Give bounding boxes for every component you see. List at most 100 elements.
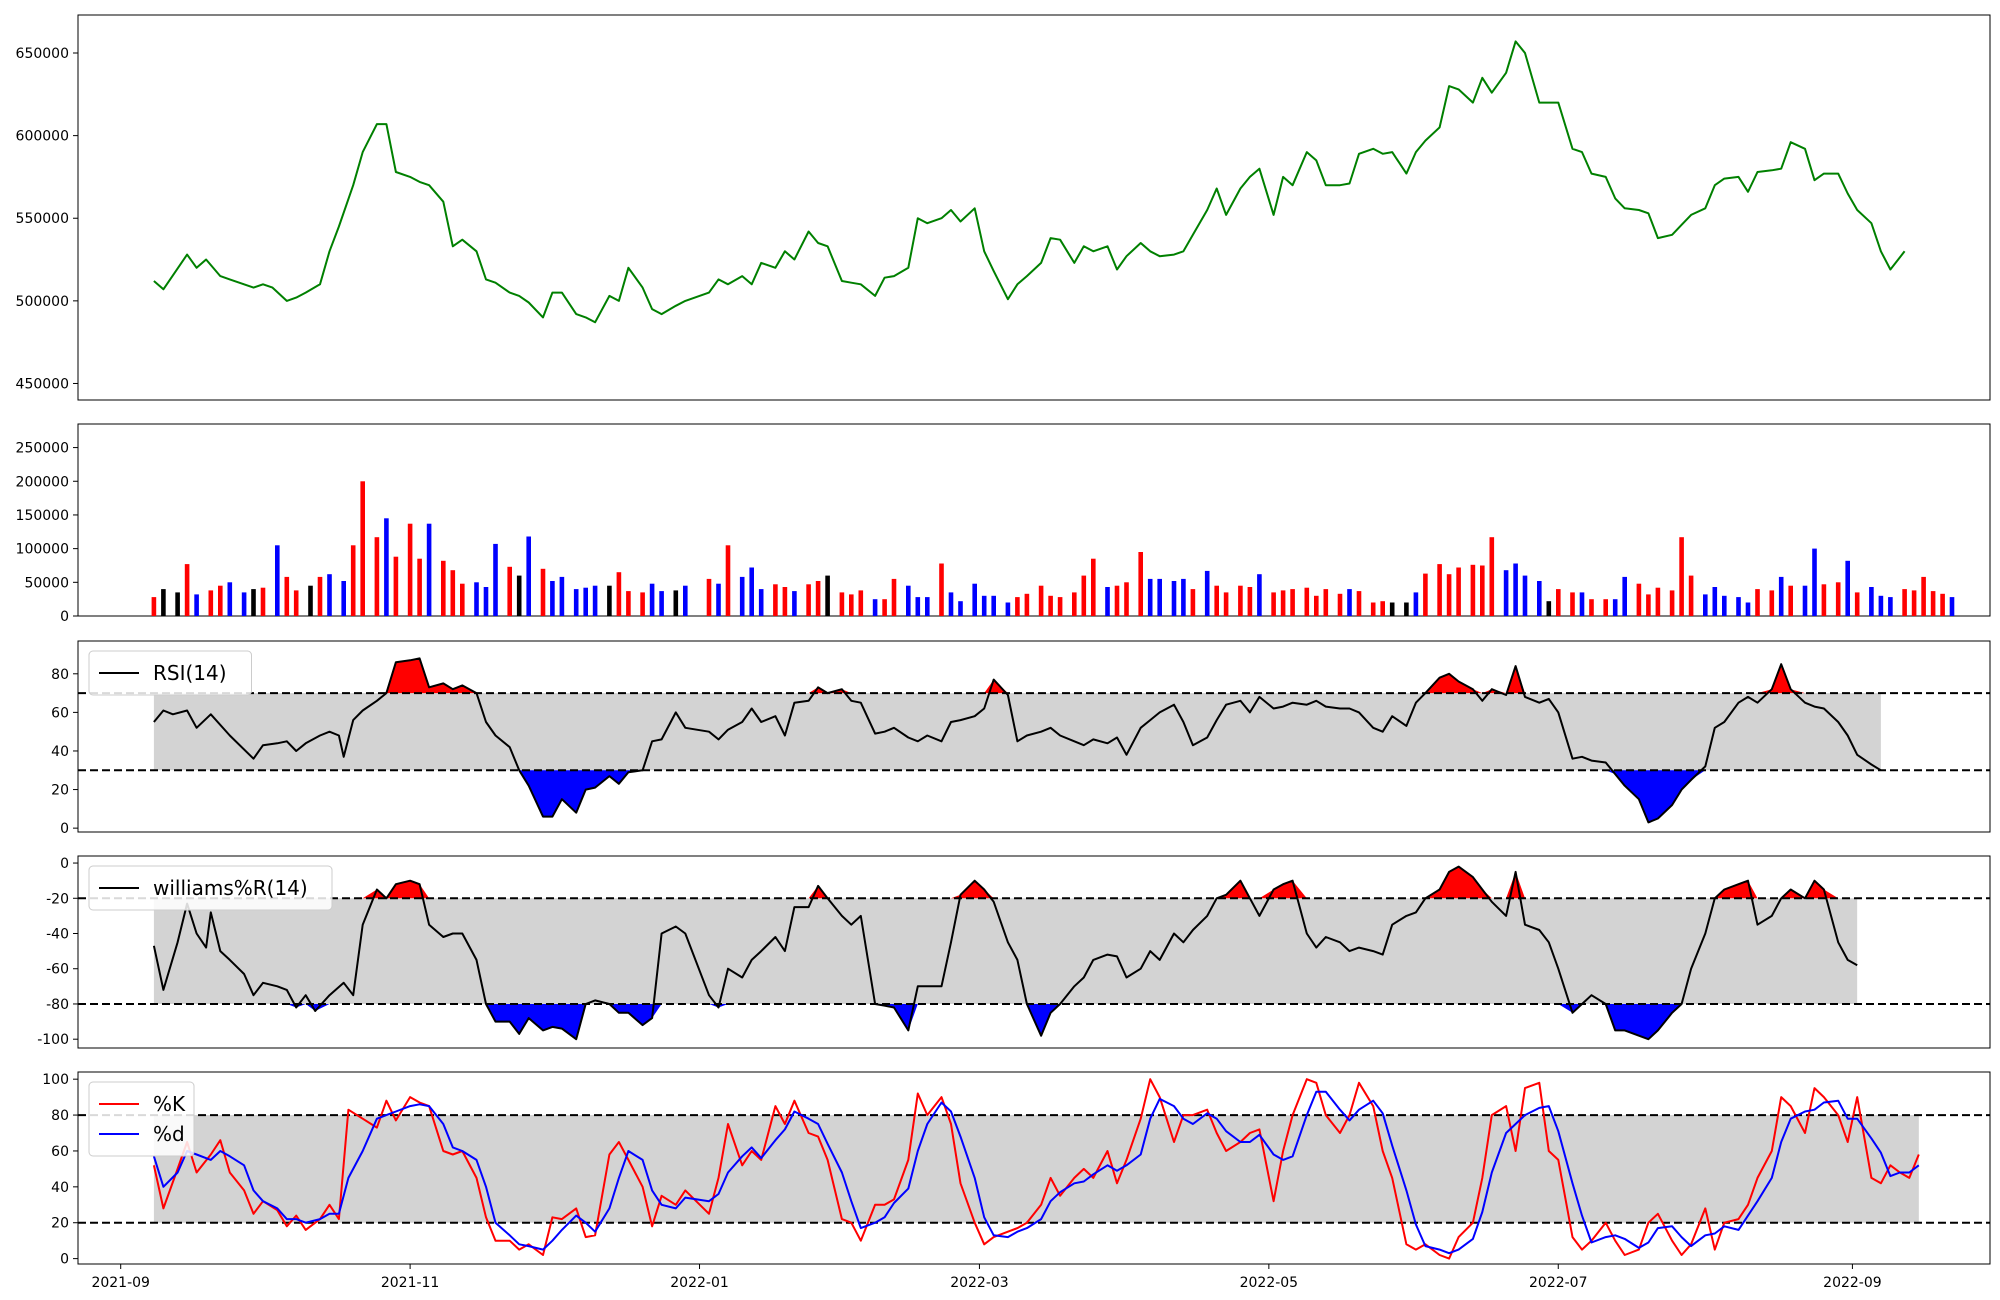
y-tick-label: 50000	[24, 575, 69, 591]
volume-bar	[1537, 581, 1542, 616]
volume-bar	[384, 518, 389, 616]
legend-box	[88, 650, 252, 696]
axes-frame	[77, 640, 1991, 833]
volume-bar	[550, 581, 555, 616]
volume-bar	[1171, 581, 1177, 616]
volume-bar	[1603, 599, 1608, 616]
volume-bar	[1456, 567, 1461, 616]
legend-label: %d	[153, 1122, 185, 1146]
y-tick-label: 450000	[16, 376, 69, 392]
volume-bar	[1072, 592, 1077, 616]
legend-box	[88, 865, 333, 911]
volume-bar	[958, 601, 963, 616]
y-tick-label: 60	[51, 1144, 69, 1160]
volume-bar	[1878, 595, 1884, 616]
volume-bar	[906, 585, 911, 616]
volume-bar	[1314, 595, 1319, 616]
volume-bar	[1446, 574, 1452, 616]
volume-bar	[1579, 592, 1585, 616]
volume-bar	[1356, 591, 1362, 616]
y-tick-label: -40	[46, 927, 69, 943]
volume-bar	[1257, 574, 1262, 616]
williams-line	[152, 865, 1858, 1041]
y-tick-label: 40	[51, 744, 69, 760]
volume-bar	[806, 584, 811, 616]
volume-bar	[758, 589, 764, 616]
volume-bar	[474, 582, 479, 616]
volume-bar	[1821, 584, 1827, 616]
volume-bar	[616, 572, 622, 616]
volume-bar	[1688, 575, 1694, 616]
overbought-fill	[153, 866, 1858, 899]
volume-bar	[981, 595, 987, 616]
volume-bar	[293, 590, 299, 616]
volume-bar	[1513, 563, 1518, 616]
volume-bar	[1024, 593, 1030, 616]
y-tick-label: 100000	[16, 542, 69, 558]
williams-panel: -100 -80 -60 -40 -20 0 williams%R(14)	[37, 855, 1991, 1049]
volume-bar	[739, 576, 745, 616]
volume-panel: 0 50000 100000 150000 200000 250000	[16, 423, 1991, 625]
volume-bar	[915, 597, 921, 616]
volume-bar	[1290, 589, 1295, 616]
volume-bar	[450, 570, 456, 616]
volume-bar	[360, 481, 365, 616]
volume-bar	[1556, 589, 1561, 616]
volume-bar	[1802, 585, 1808, 616]
threshold-band	[153, 898, 1858, 1004]
volume-bar	[516, 575, 522, 616]
volume-bar	[1722, 595, 1727, 616]
volume-bar	[592, 585, 598, 616]
k-line	[152, 1078, 1920, 1260]
volume-bar	[374, 537, 380, 616]
axes-frame	[77, 14, 1991, 401]
legend-label: %K	[153, 1092, 186, 1116]
volume-bar	[1755, 589, 1760, 616]
volume-bar	[1622, 576, 1627, 616]
volume-bar	[241, 592, 247, 616]
volume-bar	[251, 589, 256, 616]
y-tick-label: 600000	[16, 129, 69, 145]
volume-bar	[1389, 602, 1395, 616]
volume-bar	[1370, 602, 1376, 616]
y-tick-label: -60	[46, 962, 69, 978]
volume-bar	[659, 591, 664, 616]
volume-bar	[284, 576, 290, 616]
volume-bar	[948, 592, 954, 616]
volume-bar	[1413, 592, 1419, 616]
volume-bar	[341, 581, 346, 616]
axes-frame	[77, 1071, 1991, 1265]
volume-bar	[1480, 565, 1485, 616]
y-tick-label: 650000	[16, 46, 69, 62]
volume-bar	[706, 578, 712, 616]
volume-bar	[1745, 602, 1751, 616]
volume-bar	[1788, 585, 1793, 616]
y-tick-label: -20	[46, 891, 69, 907]
volume-bar	[649, 583, 655, 616]
y-tick-label: 200000	[16, 474, 69, 490]
volume-bar	[1546, 601, 1552, 616]
volume-bar	[1380, 601, 1385, 616]
legend-label: williams%R(14)	[153, 876, 308, 900]
volume-bar	[640, 592, 645, 616]
volume-bar	[1190, 589, 1196, 616]
volume-bar	[1911, 590, 1917, 616]
volume-bar	[417, 558, 422, 616]
y-tick-label: 0	[60, 821, 69, 837]
volume-bar	[493, 543, 498, 616]
volume-bar	[849, 594, 854, 616]
y-tick-label: -80	[46, 997, 69, 1013]
volume-bar	[839, 592, 845, 616]
axes-frame	[77, 855, 1991, 1049]
y-tick-label: 500000	[16, 294, 69, 310]
y-tick-label: 60	[51, 705, 69, 721]
volume-bar	[483, 587, 489, 616]
volume-bar	[782, 587, 788, 616]
volume-bar	[460, 583, 465, 616]
volume-bar	[1489, 537, 1495, 616]
volume-bar	[1347, 589, 1352, 616]
y-tick-label: 0	[60, 609, 69, 625]
axes-frame	[77, 423, 1991, 617]
price-panel: 450000 500000 550000 600000 650000	[16, 14, 1991, 401]
volume-bar	[151, 597, 157, 616]
